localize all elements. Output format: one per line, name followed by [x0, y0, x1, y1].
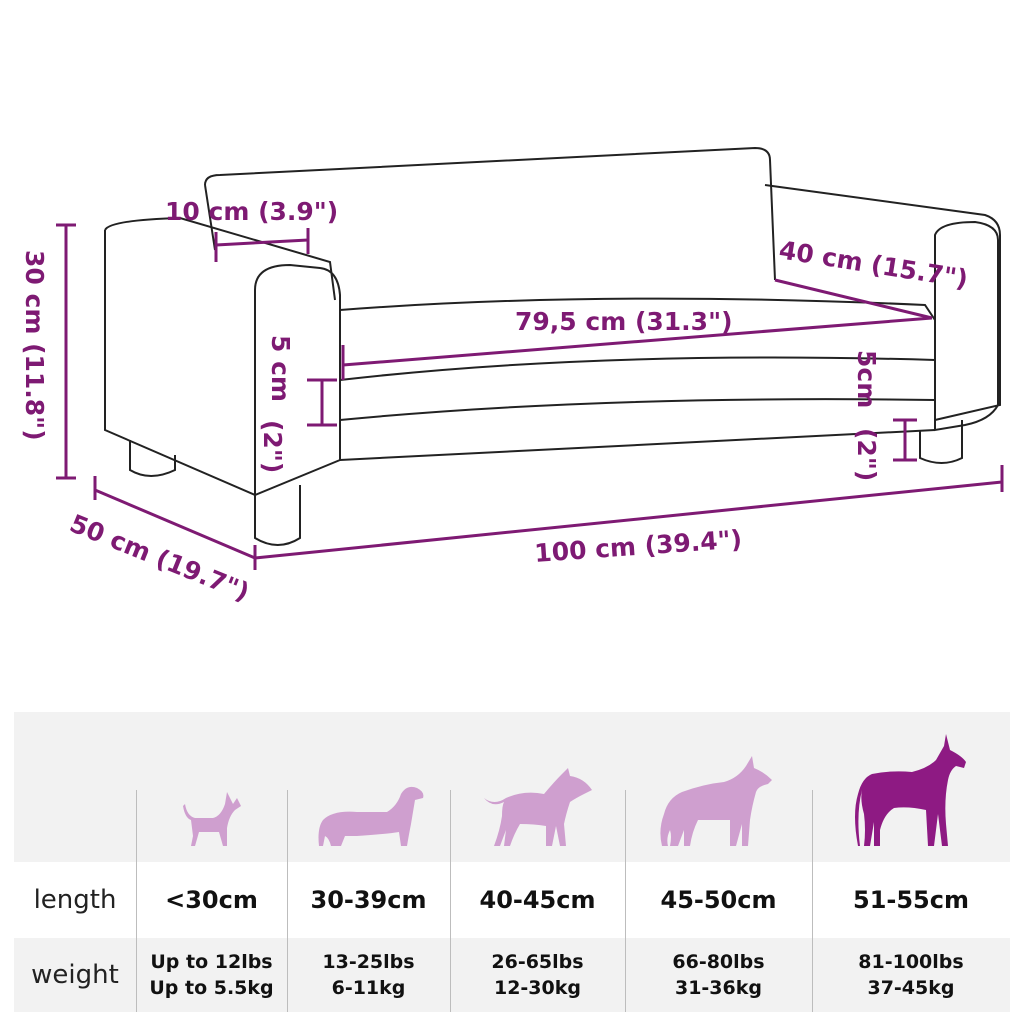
cushion-left-inch-label: (2")	[258, 420, 287, 473]
weight-kg: 37-45kg	[867, 977, 955, 999]
weight-value: Up to 12lbs Up to 5.5kg	[136, 938, 287, 1012]
weight-lbs: 66-80lbs	[672, 951, 765, 973]
weight-row-label: weight	[31, 960, 119, 990]
weight-kg: 31-36kg	[674, 977, 762, 999]
cushion-left-label: 5 cm	[266, 335, 295, 402]
weight-lbs: 13-25lbs	[322, 951, 415, 973]
dachshund-icon	[318, 786, 424, 846]
weight-lbs: 26-65lbs	[491, 951, 584, 973]
weight-lbs: 81-100lbs	[858, 951, 964, 973]
depth-label: 50 cm (19.7")	[66, 509, 254, 607]
sofa-drawing	[104, 146, 1001, 546]
divider	[812, 790, 813, 1012]
backrest-depth-label: 10 cm (3.9")	[165, 197, 338, 226]
bull-terrier-icon	[484, 768, 592, 846]
weight-row-band	[14, 938, 1010, 1012]
width-label: 100 cm (39.4")	[533, 525, 743, 568]
chihuahua-icon	[183, 792, 241, 846]
height-label: 30 cm (11.8")	[20, 250, 49, 441]
length-value: 40-45cm	[479, 886, 596, 914]
cushion-right-label: 5cm	[852, 350, 881, 408]
great-dane-icon	[855, 734, 966, 846]
dog-size-table: length <30cm 30-39cm 40-45cm 45-50cm 51-…	[14, 712, 1010, 1012]
divider	[625, 790, 626, 1012]
divider	[287, 790, 288, 1012]
cushion-right-inch-label: (2")	[852, 428, 881, 481]
sofa-dimension-diagram: 10 cm (3.9") 30 cm (11.8") 40 cm (15.7")…	[20, 146, 1004, 607]
shepherd-icon	[660, 756, 772, 846]
divider	[450, 790, 451, 1012]
divider	[136, 790, 137, 1012]
weight-value: 26-65lbs 12-30kg	[450, 938, 625, 1012]
seat-depth-label: 40 cm (15.7")	[777, 235, 970, 293]
length-value: 45-50cm	[660, 886, 777, 914]
length-value: 30-39cm	[310, 886, 427, 914]
weight-lbs: Up to 12lbs	[150, 951, 273, 973]
seat-width-label: 79,5 cm (31.3")	[515, 307, 733, 336]
weight-value: 66-80lbs 31-36kg	[625, 938, 812, 1012]
weight-kg: Up to 5.5kg	[149, 977, 274, 999]
length-value: 51-55cm	[853, 886, 969, 914]
dimension-lines	[56, 223, 1004, 570]
weight-kg: 12-30kg	[493, 977, 581, 999]
length-row-label: length	[33, 885, 117, 915]
length-value: <30cm	[165, 886, 258, 914]
weight-value: 81-100lbs 37-45kg	[812, 938, 1010, 1012]
weight-value: 13-25lbs 6-11kg	[287, 938, 450, 1012]
weight-kg: 6-11kg	[331, 977, 406, 999]
